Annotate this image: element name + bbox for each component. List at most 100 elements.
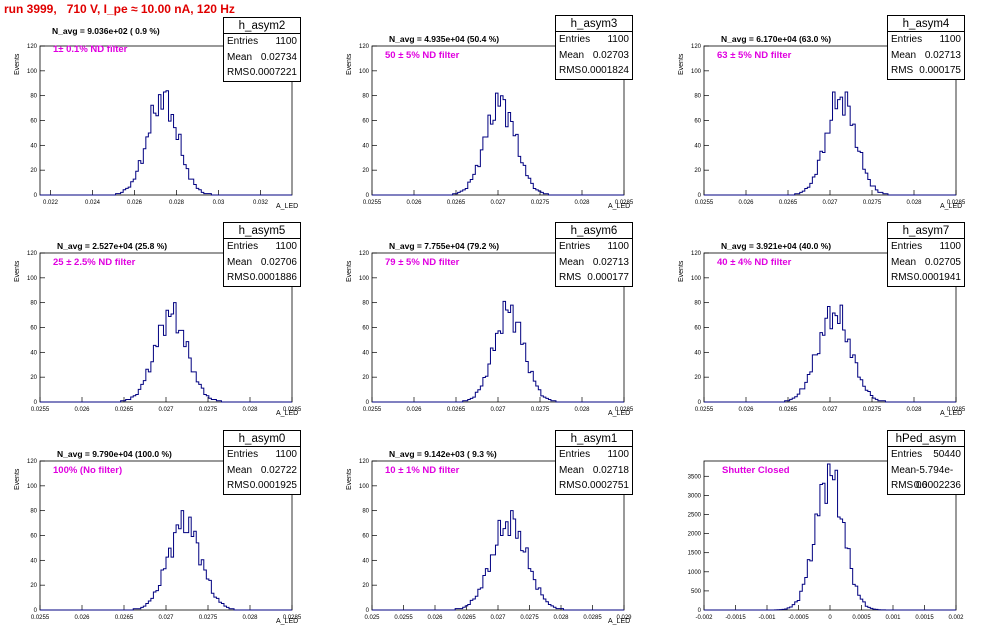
stats-label-rms: RMS [559,65,582,76]
x-tick-label: 0.027 [158,615,174,621]
y-axis-label: Events [14,53,21,75]
stats-value-entries: 1100 [275,241,297,252]
stats-row-mean: Mean 0.02722 [224,463,300,479]
stats-row-mean: Mean 0.02703 [556,48,632,64]
stats-row-rms: RMS 0.0001824 [556,63,632,79]
x-tick-label: 0.028 [242,407,258,413]
stats-row-mean: Mean 0.02718 [556,463,632,479]
x-axis-label: A_LED [276,203,299,210]
stats-row-entries: Entries 1100 [224,239,300,255]
x-tick-label: 0.0255 [695,200,714,206]
y-tick-label: 100 [691,276,702,282]
stats-row-entries: Entries 1100 [888,32,964,48]
y-tick-label: 40 [362,350,369,356]
y-tick-label: 0 [34,400,38,406]
y-tick-label: 80 [694,94,701,100]
x-axis-label: A_LED [940,203,963,210]
n-avg-label: N_avg = 9.142e+03 ( 9.3 %) [389,449,497,459]
stats-label-rms: RMS [559,272,582,283]
histogram-panel-h_asym2: 0 20 40 60 80 100 120 0.022 0.024 0.026 0.028 0.03 0… [0,13,332,220]
stats-label-mean: Mean [891,49,917,61]
histogram-line [40,90,292,196]
x-tick-label: 0.027 [490,200,506,206]
x-tick-label: -0.0005 [788,615,809,621]
stats-value-entries: 50440 [933,449,961,460]
y-tick-label: 500 [691,589,702,595]
y-tick-label: 1000 [688,570,702,576]
x-tick-label: 0.0275 [520,615,539,621]
y-axis-label: Events [14,468,21,490]
stats-value-entries: 1100 [275,36,297,47]
y-tick-label: 40 [362,558,369,564]
stats-row-entries: Entries 1100 [556,239,632,255]
stats-row-rms: RMS 0.0002751 [556,478,632,494]
filter-note: Shutter Closed [722,465,790,476]
x-tick-label: 0.0265 [779,200,798,206]
y-tick-label: 120 [359,459,370,465]
y-tick-label: 120 [27,459,38,465]
stats-label-entries: Entries [559,241,591,252]
histogram-line [704,304,956,403]
x-tick-label: 0.03 [213,200,225,206]
y-tick-label: 40 [362,143,369,149]
y-tick-label: 80 [362,94,369,100]
y-tick-label: 0 [366,193,370,199]
x-axis-label: A_LED [608,410,631,417]
stats-value-rms: 0.000175 [919,65,961,76]
histogram-plot: 0 20 40 60 80 100 120 0.0255 0.026 0.0265 0.027 0.0… [359,251,634,413]
y-tick-label: 40 [30,558,37,564]
y-tick-label: 100 [27,276,38,282]
x-tick-label: 0.026 [406,407,422,413]
stats-row-rms: RMS 0.000177 [556,270,632,286]
histogram-plot: 0 20 40 60 80 100 120 0.0255 0.026 0.0265 0.027 0.0… [691,251,966,413]
x-tick-label: 0.0275 [531,407,550,413]
y-tick-label: 100 [359,484,370,490]
stats-label-rms: RMS [227,480,250,491]
stats-value-entries: 1100 [607,241,629,252]
x-tick-label: 0.0255 [695,407,714,413]
stats-box: h_asym6 Entries 1100 Mean 0.02713 RMS 0.000177 [555,222,633,287]
stats-label-mean: Mean [559,256,585,268]
y-tick-label: 20 [30,375,37,381]
stats-row-rms: RMS 0.0001886 [224,270,300,286]
x-tick-label: 0.0285 [947,407,966,413]
stats-value-mean: 0.02703 [592,49,629,61]
filter-note: 100% (No filter) [53,465,123,476]
y-tick-label: 60 [362,326,369,332]
y-axis-label: Events [678,53,685,75]
x-tick-label: 0.0285 [583,615,602,621]
stats-box: hPed_asym Entries 50440 Mean -5.794e-06 RMS 0.… [887,430,965,495]
histogram-panel-h_asym0: 0 20 40 60 80 100 120 0.0255 0.026 0.0265 0.027 0.0… [0,428,332,635]
x-tick-label: 0.026 [74,615,90,621]
stats-row-rms: RMS 0.000175 [888,63,964,79]
x-tick-label: 0.025 [364,615,380,621]
stats-label-entries: Entries [891,34,923,45]
stats-row-rms: RMS 0.0002236 [888,478,964,494]
stats-label-entries: Entries [559,34,591,45]
stats-value-rms: 0.000177 [587,272,629,283]
stats-label-entries: Entries [227,241,259,252]
y-tick-label: 100 [691,69,702,75]
x-tick-label: 0.026 [406,200,422,206]
x-tick-label: 0.024 [85,200,101,206]
filter-note: 63 ± 5% ND filter [717,50,792,61]
y-tick-label: 20 [362,168,369,174]
y-tick-label: 100 [359,69,370,75]
n-avg-label: N_avg = 9.790e+04 (100.0 %) [57,449,172,459]
x-tick-label: 0.022 [43,200,59,206]
x-tick-label: 0.027 [822,200,838,206]
x-tick-label: 0.028 [574,407,590,413]
x-tick-label: 0.0285 [615,407,634,413]
stats-box: h_asym0 Entries 1100 Mean 0.02722 RMS 0.000192… [223,430,301,495]
x-tick-label: 0.0265 [447,200,466,206]
stats-box: h_asym7 Entries 1100 Mean 0.02705 RMS 0.000194… [887,222,965,287]
y-tick-label: 80 [30,509,37,515]
histogram-line [372,300,624,403]
y-tick-label: 0 [698,400,702,406]
y-tick-label: 20 [362,375,369,381]
y-tick-label: 20 [30,583,37,589]
x-tick-label: 0.0275 [863,200,882,206]
histogram-panel-h_asym7: 0 20 40 60 80 100 120 0.0255 0.026 0.0265 0.027 0.0… [664,220,996,427]
x-tick-label: 0.0265 [115,407,134,413]
stats-label-mean: Mean [559,464,585,476]
